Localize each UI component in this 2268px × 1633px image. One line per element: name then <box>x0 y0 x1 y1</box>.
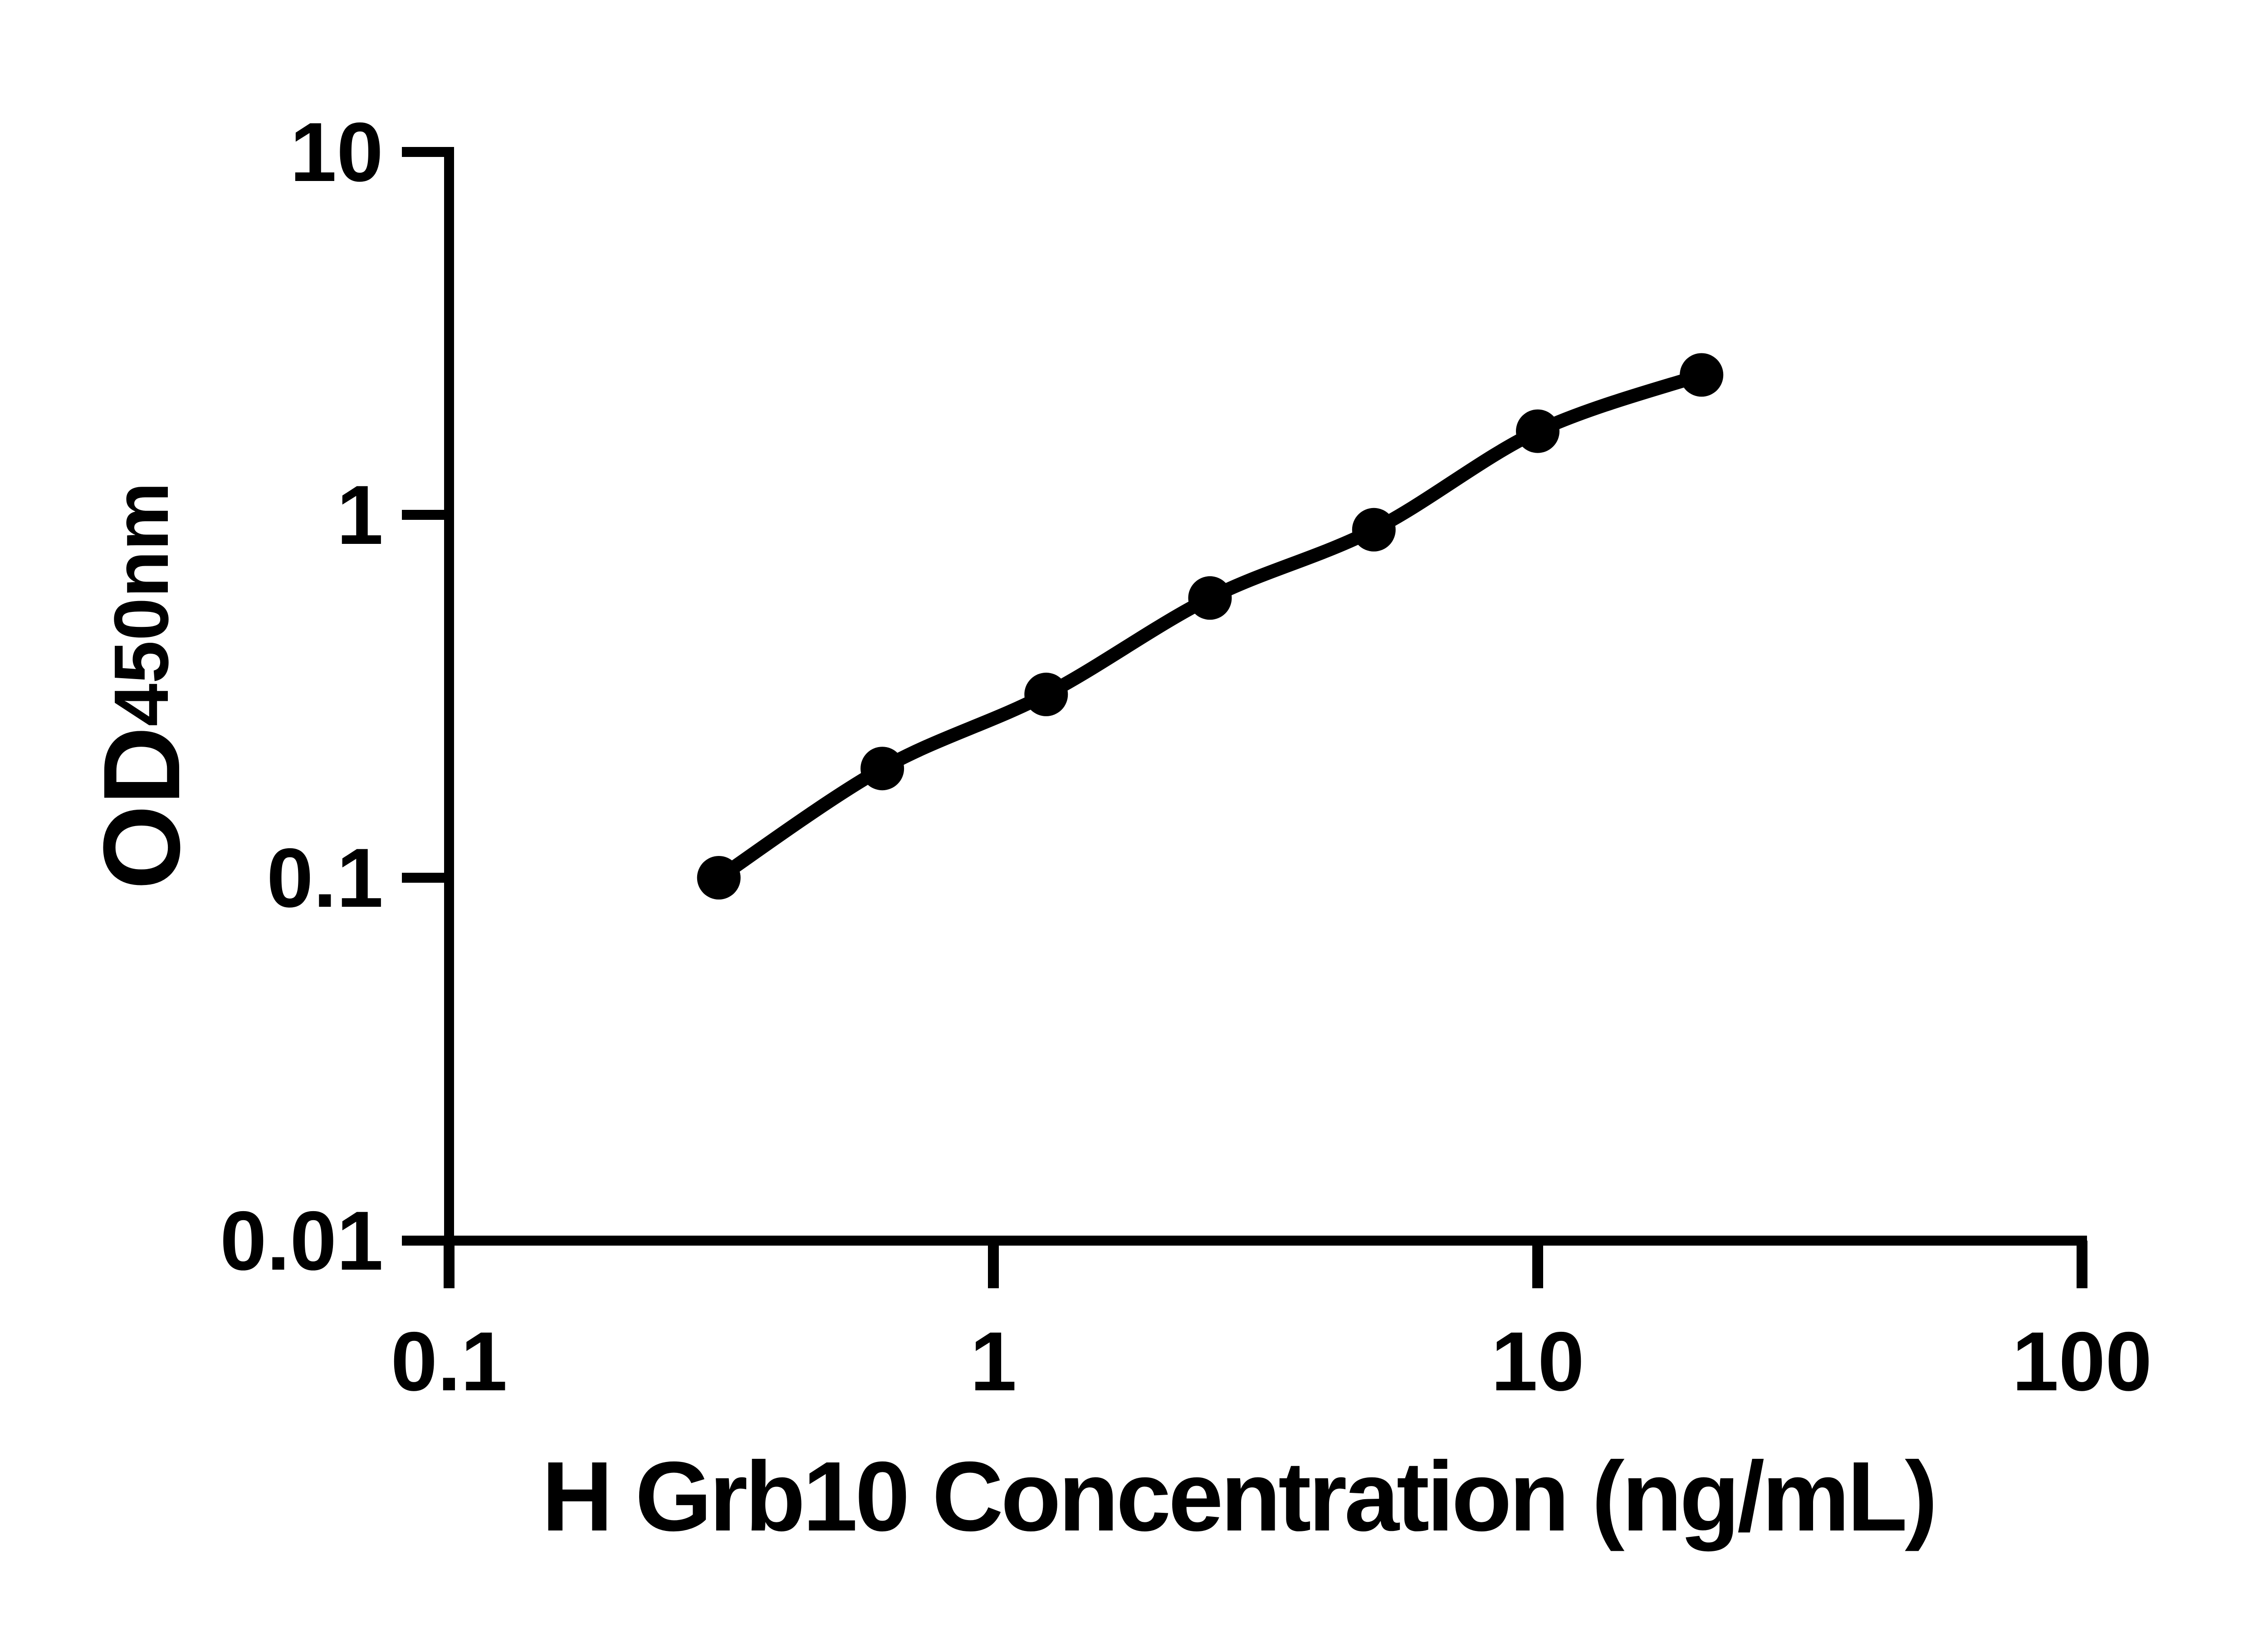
data-point-marker <box>1516 409 1559 453</box>
y-tick-label: 0.01 <box>220 1194 383 1288</box>
y-tick-label: 1 <box>337 469 383 562</box>
data-point-marker <box>697 856 741 900</box>
y-tick-label: 10 <box>290 106 383 199</box>
data-point-marker <box>1188 576 1232 620</box>
curve-line <box>712 368 1709 885</box>
x-tick-label: 100 <box>2012 1315 2152 1408</box>
x-axis-title: H Grb10 Concentration (ng/mL) <box>542 1442 1938 1552</box>
x-tick-label: 10 <box>1491 1315 1584 1408</box>
y-axis-title: OD 450nm <box>51 278 232 1094</box>
x-tick-label: 0.1 <box>391 1315 508 1408</box>
data-point-marker <box>860 747 904 791</box>
y-axis-title-base: OD <box>81 726 202 890</box>
data-point-marker <box>1024 672 1068 716</box>
data-point-marker <box>1680 353 1724 397</box>
y-tick-label: 0.1 <box>266 831 383 925</box>
data-point-marker <box>1352 508 1396 552</box>
x-tick-label: 1 <box>970 1315 1017 1408</box>
